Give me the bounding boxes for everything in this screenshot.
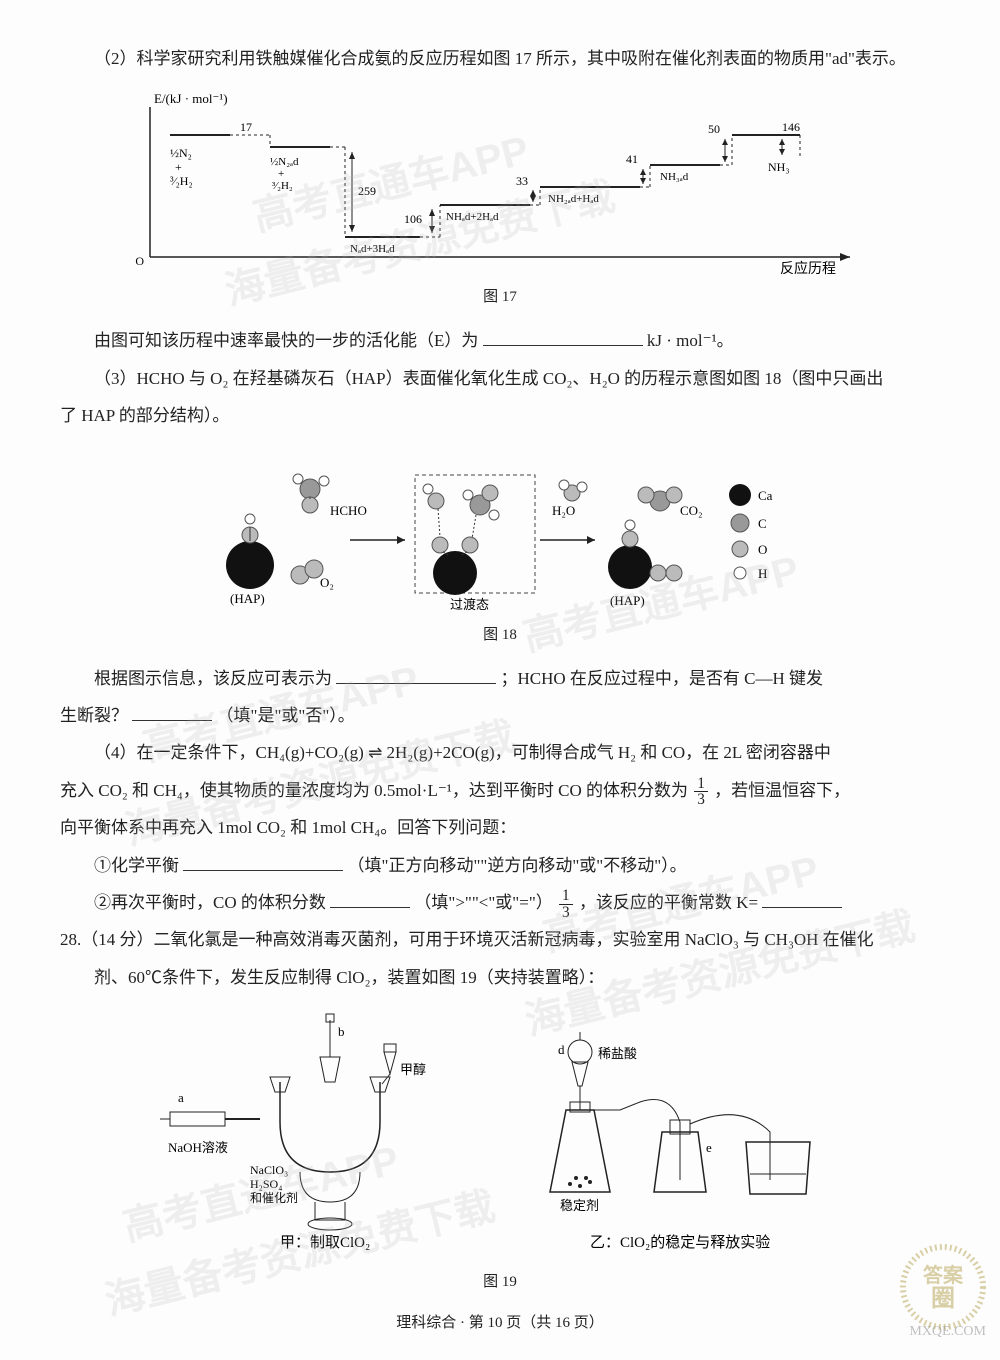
q4-sub2a: ②再次平衡时，CO 的体积分数 bbox=[94, 893, 326, 912]
svg-text:H₂SO₄: H₂SO₄ bbox=[250, 1177, 282, 1191]
svg-text:Ca: Ca bbox=[758, 488, 773, 503]
svg-text:HCHO: HCHO bbox=[330, 503, 367, 518]
blank-equilibrium-shift[interactable] bbox=[183, 850, 343, 870]
q3-conclusion-line2: 生断裂？ （填"是"或"否"）。 bbox=[60, 697, 940, 734]
fraction-icon: 13 bbox=[559, 888, 573, 920]
svg-text:³⁄₂H₂: ³⁄₂H₂ bbox=[170, 174, 193, 188]
q4-line1: （4）在一定条件下，CH₄(g)+CO₂(g) ⇌ 2H₂(g)+2CO(g)，… bbox=[60, 734, 940, 771]
svg-text:NH₃ₐd: NH₃ₐd bbox=[660, 171, 689, 183]
figure-18: (HAP) O₂ HCHO 过渡态 H₂O (HAP) CO₂ Ca C O H bbox=[180, 445, 820, 615]
svg-text:50: 50 bbox=[708, 122, 720, 136]
svg-text:½N₂ₐd: ½N₂ₐd bbox=[270, 156, 299, 168]
q28-text-b: 剂、60℃条件下，发生反应制得 ClO₂，装置如图 19（夹持装置略）： bbox=[94, 959, 940, 996]
svg-text:O: O bbox=[135, 254, 144, 268]
svg-text:O₂: O₂ bbox=[320, 575, 334, 590]
answer-badge-icon: 答案 圈 bbox=[898, 1242, 988, 1332]
q3-conclusion-line1: 根据图示信息，该反应可表示为 ；HCHO 在反应过程中，是否有 C—H 键发 bbox=[94, 660, 940, 697]
blank-reaction[interactable] bbox=[336, 663, 496, 683]
svg-text:NH₂ₐd+Hₐd: NH₂ₐd+Hₐd bbox=[548, 193, 599, 205]
fraction-icon: 13 bbox=[694, 776, 708, 808]
q4-sub1a: ①化学平衡 bbox=[94, 856, 179, 875]
q4-sub1b: （填"正方向移动""逆方向移动"或"不移动"）。 bbox=[348, 856, 687, 875]
q3-intro-a: （3）HCHO 与 O₂ 在羟基磷灰石（HAP）表面催化氧化生成 CO₂、H₂O… bbox=[60, 360, 940, 397]
q2-intro: （2）科学家研究利用铁触媒催化合成氨的反应历程如图 17 所示，其中吸附在催化剂… bbox=[60, 40, 940, 77]
svg-text:½N₂: ½N₂ bbox=[170, 146, 192, 160]
svg-text:NaClO₃: NaClO₃ bbox=[250, 1163, 288, 1177]
q3-conc-mid: ；HCHO 在反应过程中，是否有 C—H 键发 bbox=[501, 669, 824, 688]
svg-text:33: 33 bbox=[516, 174, 528, 188]
figure-19: a NaOH溶液 b 甲醇 NaClO₃ H₂SO₄ 和催化剂 甲：制取ClO₂… bbox=[150, 1002, 850, 1262]
svg-text:CO₂: CO₂ bbox=[680, 503, 703, 518]
svg-text:甲：制取ClO₂: 甲：制取ClO₂ bbox=[280, 1234, 370, 1251]
q4-sub2c: ，该反应的平衡常数 K= bbox=[579, 893, 758, 912]
svg-text:和催化剂: 和催化剂 bbox=[250, 1190, 298, 1205]
q3-conc-post: （填"是"或"否"）。 bbox=[217, 706, 355, 725]
fig19-caption: 图 19 bbox=[60, 1266, 940, 1299]
blank-compare[interactable] bbox=[330, 888, 410, 908]
fig18-caption: 图 18 bbox=[60, 619, 940, 652]
fig17-caption: 图 17 bbox=[60, 281, 940, 314]
q4-line3: 向平衡体系中再充入 1mol CO₂ 和 1mol CH₄。回答下列问题： bbox=[60, 809, 940, 846]
y-axis-label: E/(kJ · mol⁻¹) bbox=[154, 91, 228, 106]
q3-intro-b: 了 HAP 的部分结构）。 bbox=[60, 397, 940, 434]
x-axis-label: 反应历程 bbox=[780, 260, 836, 277]
svg-text:C: C bbox=[758, 516, 767, 531]
svg-text:甲醇: 甲醇 bbox=[400, 1062, 426, 1077]
svg-text:H: H bbox=[758, 566, 767, 581]
svg-text:稀盐酸: 稀盐酸 bbox=[598, 1046, 637, 1061]
svg-text:259: 259 bbox=[358, 184, 376, 198]
svg-text:Nₐd+3Hₐd: Nₐd+3Hₐd bbox=[350, 243, 395, 255]
svg-text:NH₃: NH₃ bbox=[768, 160, 790, 174]
svg-text:H₂O: H₂O bbox=[552, 503, 575, 518]
q2-conc-post: kJ · mol⁻¹。 bbox=[647, 331, 734, 350]
figure-17: E/(kJ · mol⁻¹) 反应历程 O ½N₂ + ³⁄₂H₂ 17 ½N₂… bbox=[120, 87, 880, 277]
svg-text:过渡态: 过渡态 bbox=[450, 597, 489, 612]
q3-conc-b: 生断裂？ bbox=[60, 706, 128, 725]
svg-text:e: e bbox=[706, 1140, 712, 1155]
svg-text:NHₐd+2Hₐd: NHₐd+2Hₐd bbox=[446, 211, 499, 223]
svg-text:NaOH溶液: NaOH溶液 bbox=[168, 1140, 228, 1155]
q4-sub2b: （填">""<"或"="） bbox=[414, 893, 552, 912]
svg-text:146: 146 bbox=[782, 120, 800, 134]
q4-line2a: 充入 CO₂ 和 CH₄，使其物质的量浓度均为 0.5mol·L⁻¹，达到平衡时… bbox=[60, 781, 688, 800]
q4-sub1: ①化学平衡 （填"正方向移动""逆方向移动"或"不移动"）。 bbox=[94, 847, 940, 884]
q28-text-a: 28.（14 分）二氧化氯是一种高效消毒灭菌剂，可用于环境灭活新冠病毒，实验室用… bbox=[97, 921, 940, 958]
svg-text:(HAP): (HAP) bbox=[610, 593, 645, 608]
q3-conc-pre: 根据图示信息，该反应可表示为 bbox=[94, 669, 332, 688]
svg-text:答案: 答案 bbox=[923, 1263, 964, 1287]
svg-text:圈: 圈 bbox=[931, 1286, 955, 1312]
svg-text:41: 41 bbox=[626, 152, 638, 166]
blank-k[interactable] bbox=[762, 888, 842, 908]
q2-conc-pre: 由图可知该历程中速率最快的一步的活化能（E）为 bbox=[94, 331, 478, 350]
q4-sub2: ②再次平衡时，CO 的体积分数 （填">""<"或"="） 13 ，该反应的平衡… bbox=[94, 884, 940, 921]
svg-text:106: 106 bbox=[404, 212, 422, 226]
blank-ch-bond[interactable] bbox=[132, 701, 212, 721]
svg-text:+: + bbox=[175, 160, 182, 174]
svg-text:(HAP): (HAP) bbox=[230, 591, 265, 606]
blank-activation-energy[interactable] bbox=[483, 326, 643, 346]
svg-text:O: O bbox=[758, 542, 767, 557]
q4-line2b: ，若恒温恒容下， bbox=[714, 781, 850, 800]
q2-conclusion: 由图可知该历程中速率最快的一步的活化能（E）为 kJ · mol⁻¹。 bbox=[94, 322, 940, 359]
svg-text:稳定剂: 稳定剂 bbox=[560, 1198, 599, 1213]
svg-text:b: b bbox=[338, 1024, 345, 1039]
q4-line2: 充入 CO₂ 和 CH₄，使其物质的量浓度均为 0.5mol·L⁻¹，达到平衡时… bbox=[60, 772, 940, 809]
page-footer: 理科综合 · 第 10 页（共 16 页） bbox=[60, 1307, 940, 1340]
svg-text:17: 17 bbox=[240, 120, 252, 134]
svg-text:a: a bbox=[178, 1090, 184, 1105]
svg-text:³⁄₂H₂: ³⁄₂H₂ bbox=[272, 180, 293, 192]
svg-text:d: d bbox=[558, 1042, 565, 1057]
svg-text:乙：ClO₂的稳定与释放实验: 乙：ClO₂的稳定与释放实验 bbox=[590, 1234, 770, 1251]
svg-text:+: + bbox=[278, 168, 284, 180]
